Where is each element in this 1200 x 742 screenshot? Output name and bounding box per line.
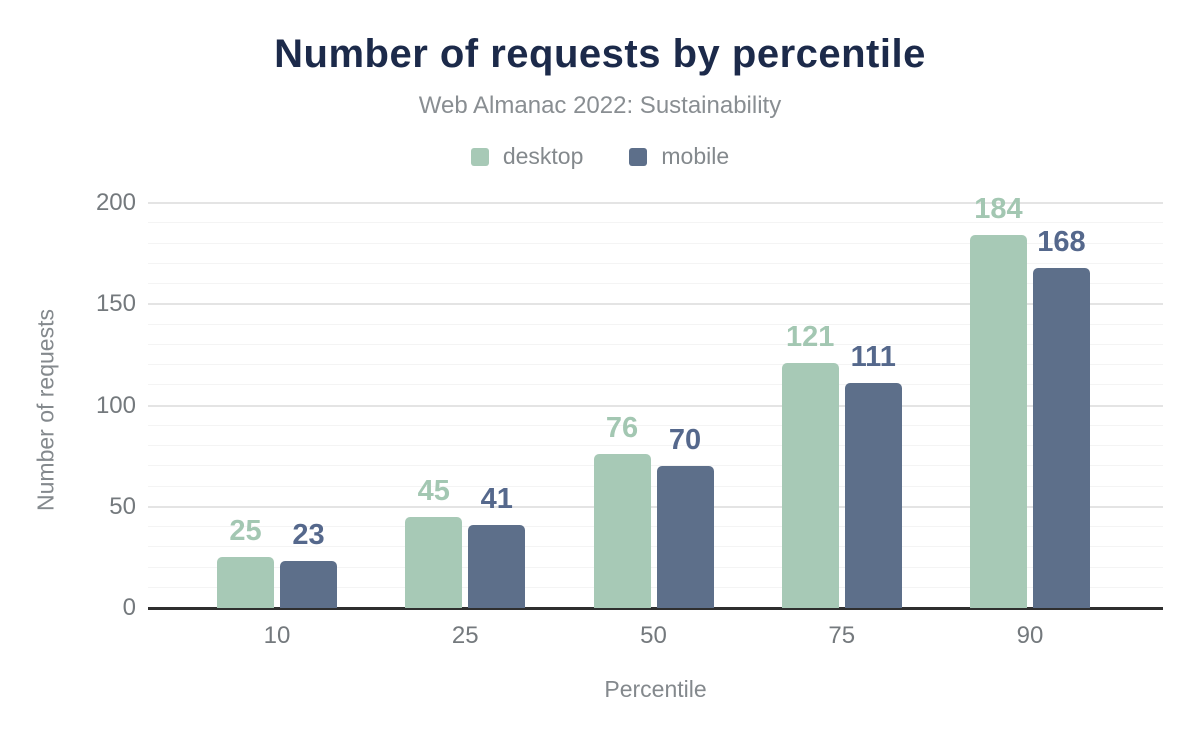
minor-gridline [148, 566, 1163, 568]
legend-swatch-mobile [629, 147, 648, 166]
y-tick-label-200: 200 [95, 189, 136, 216]
x-tick-label-10: 10 [263, 622, 291, 649]
minor-gridline [148, 242, 1163, 244]
x-tick-label-75: 75 [828, 622, 856, 649]
minor-gridline [148, 526, 1163, 527]
bar-mobile-p10 [280, 561, 337, 608]
bar-desktop-p25 [405, 516, 463, 608]
bar-value-label-mobile-p75: 111 [850, 341, 896, 374]
bar-value-label-desktop-p90: 184 [974, 193, 1023, 226]
minor-gridline [148, 465, 1163, 467]
bar-mobile-p25 [468, 524, 526, 608]
bar-mobile-p90 [1033, 267, 1090, 608]
minor-gridline [148, 586, 1163, 588]
bar-desktop-p75 [781, 362, 839, 608]
minor-gridline [148, 222, 1163, 224]
bar-value-label-mobile-p90: 168 [1037, 225, 1086, 258]
minor-gridline [148, 364, 1163, 365]
legend-item-desktop: desktop [470, 143, 584, 170]
minor-gridline [148, 262, 1163, 264]
legend: desktop mobile [0, 143, 1200, 170]
major-gridline [148, 404, 1163, 407]
chart-subtitle: Web Almanac 2022: Sustainability [418, 92, 782, 119]
legend-item-mobile: mobile [629, 143, 729, 170]
bar-desktop-p90 [970, 235, 1027, 608]
y-tick-label-100: 100 [95, 391, 136, 419]
x-tick-label-90: 90 [1016, 622, 1044, 649]
legend-swatch-desktop [470, 147, 489, 166]
minor-gridline [148, 485, 1163, 487]
bar-value-label-desktop-p10: 25 [229, 515, 262, 548]
x-axis-title: Percentile [604, 676, 707, 702]
minor-gridline [148, 343, 1163, 345]
major-gridline [148, 303, 1163, 306]
minor-gridline [148, 445, 1163, 446]
y-tick-label-150: 150 [95, 290, 136, 318]
legend-label-mobile: mobile [661, 143, 730, 169]
bar-value-label-desktop-p50: 76 [605, 412, 639, 445]
bar-value-label-desktop-p75: 121 [786, 320, 835, 353]
bar-mobile-p50 [656, 466, 714, 608]
plot-area: 25 23 45 41 76 70 121 111 184 168 [148, 193, 1163, 610]
major-gridline [148, 202, 1163, 204]
minor-gridline [148, 323, 1163, 325]
minor-gridline [148, 424, 1163, 426]
minor-gridline [148, 384, 1163, 386]
x-axis-line [148, 607, 1163, 610]
major-gridline [148, 505, 1163, 508]
chart-title: Number of requests by percentile [274, 32, 926, 76]
y-tick-label-0: 0 [122, 594, 136, 621]
bar-value-label-mobile-p50: 70 [668, 424, 702, 457]
x-tick-label-25: 25 [451, 622, 479, 649]
legend-label-desktop: desktop [502, 143, 584, 169]
minor-gridline [148, 546, 1163, 548]
bar-desktop-p50 [593, 454, 651, 608]
minor-gridline [148, 283, 1163, 284]
bar-value-label-mobile-p10: 23 [292, 519, 325, 552]
bar-mobile-p75 [844, 383, 902, 608]
x-tick-label-50: 50 [640, 622, 667, 649]
y-tick-label-50: 50 [109, 492, 136, 520]
bar-value-label-mobile-p25: 41 [480, 482, 513, 515]
bar-desktop-p10 [217, 557, 274, 608]
bar-value-label-desktop-p25: 45 [417, 474, 450, 507]
